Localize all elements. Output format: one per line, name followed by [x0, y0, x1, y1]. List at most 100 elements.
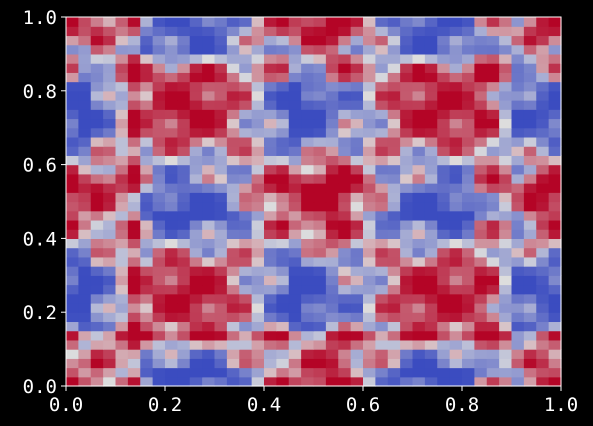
heatmap-cell	[511, 100, 525, 110]
heatmap-cell	[350, 376, 364, 387]
heatmap-cell	[214, 293, 228, 304]
heatmap-cell	[523, 118, 537, 129]
heatmap-cell	[90, 164, 104, 175]
heatmap-cell	[66, 284, 79, 295]
heatmap-cell	[264, 81, 277, 92]
heatmap-cell	[90, 358, 104, 369]
heatmap-cell	[127, 256, 141, 267]
heatmap-cell	[165, 35, 178, 46]
heatmap-cell	[202, 63, 216, 73]
heatmap-cell	[189, 376, 203, 387]
heatmap-cell	[214, 35, 228, 46]
heatmap-cell	[239, 118, 253, 129]
heatmap-cell	[548, 109, 562, 120]
heatmap-cell	[548, 367, 562, 378]
heatmap-cell	[78, 164, 92, 175]
heatmap-cell	[214, 100, 228, 110]
heatmap-cell	[511, 330, 525, 341]
x-tick-label: 0.8	[445, 394, 479, 416]
heatmap-cell	[202, 219, 216, 230]
heatmap-cell	[523, 210, 537, 221]
heatmap-cell	[474, 81, 488, 92]
heatmap-cell	[400, 35, 414, 46]
heatmap-cell	[350, 136, 364, 147]
y-tick-label: 0.2	[23, 302, 57, 324]
heatmap-cell	[350, 302, 364, 313]
heatmap-cell	[103, 109, 117, 120]
heatmap-cell	[375, 53, 389, 64]
heatmap-cell	[165, 26, 178, 37]
heatmap-cell	[189, 164, 203, 175]
heatmap-cell	[214, 201, 228, 212]
heatmap-cell	[239, 17, 253, 27]
heatmap-cell	[127, 35, 141, 46]
heatmap-cell	[363, 238, 376, 249]
heatmap-cell	[301, 146, 315, 156]
heatmap-cell	[251, 192, 265, 203]
heatmap-cell	[115, 302, 129, 313]
heatmap-cell	[189, 302, 203, 313]
heatmap-cell	[90, 229, 104, 239]
heatmap-cell	[437, 100, 451, 110]
heatmap-cell	[239, 358, 253, 369]
heatmap-cell	[412, 247, 426, 258]
heatmap-cell	[523, 229, 537, 239]
heatmap-cell	[140, 109, 154, 120]
heatmap-cell	[325, 63, 339, 73]
heatmap-cell	[276, 367, 290, 378]
heatmap-cell	[127, 17, 141, 27]
heatmap-cell	[486, 247, 500, 258]
heatmap-cell	[276, 266, 290, 276]
heatmap-cell	[387, 358, 401, 369]
heatmap-cell	[313, 35, 327, 46]
heatmap-cell	[288, 63, 302, 73]
heatmap-cell	[189, 35, 203, 46]
heatmap-cell	[325, 100, 339, 110]
heatmap-cell	[350, 266, 364, 276]
heatmap-cell	[437, 146, 451, 156]
heatmap-cell	[313, 312, 327, 323]
heatmap-cell	[127, 321, 141, 332]
heatmap-cell	[412, 17, 426, 27]
heatmap-cell	[424, 183, 438, 193]
heatmap-cell	[239, 210, 253, 221]
heatmap-cell	[202, 26, 216, 37]
heatmap-cell	[189, 183, 203, 193]
heatmap-cell	[251, 210, 265, 221]
heatmap-cell	[214, 219, 228, 230]
heatmap-cell	[338, 229, 352, 239]
heatmap-cell	[350, 284, 364, 295]
heatmap-cell	[412, 155, 426, 166]
heatmap-cell	[486, 118, 500, 129]
heatmap-cell	[313, 339, 327, 350]
heatmap-cell	[288, 229, 302, 239]
heatmap-cell	[177, 219, 191, 230]
heatmap-cell	[152, 302, 166, 313]
heatmap-cell	[499, 100, 513, 110]
heatmap-cell	[437, 109, 451, 120]
heatmap-cell	[115, 358, 129, 369]
heatmap-cell	[103, 256, 117, 267]
heatmap-cell	[288, 367, 302, 378]
heatmap-cell	[288, 35, 302, 46]
heatmap-cell	[90, 302, 104, 313]
heatmap-cell	[276, 17, 290, 27]
heatmap-cell	[177, 127, 191, 138]
heatmap-cell	[449, 321, 463, 332]
heatmap-cell	[127, 358, 141, 369]
heatmap-cell	[437, 127, 451, 138]
heatmap-cell	[400, 100, 414, 110]
heatmap-cell	[449, 127, 463, 138]
heatmap-cell	[474, 136, 488, 147]
heatmap-cell	[523, 330, 537, 341]
heatmap-cell	[66, 229, 79, 239]
heatmap-cell	[66, 210, 79, 221]
heatmap-cell	[424, 127, 438, 138]
heatmap-cell	[449, 155, 463, 166]
heatmap-cell	[66, 63, 79, 73]
heatmap-cell	[536, 173, 550, 184]
heatmap-cell	[90, 321, 104, 332]
heatmap-cell	[177, 367, 191, 378]
heatmap-cell	[189, 219, 203, 230]
heatmap-cell	[548, 293, 562, 304]
